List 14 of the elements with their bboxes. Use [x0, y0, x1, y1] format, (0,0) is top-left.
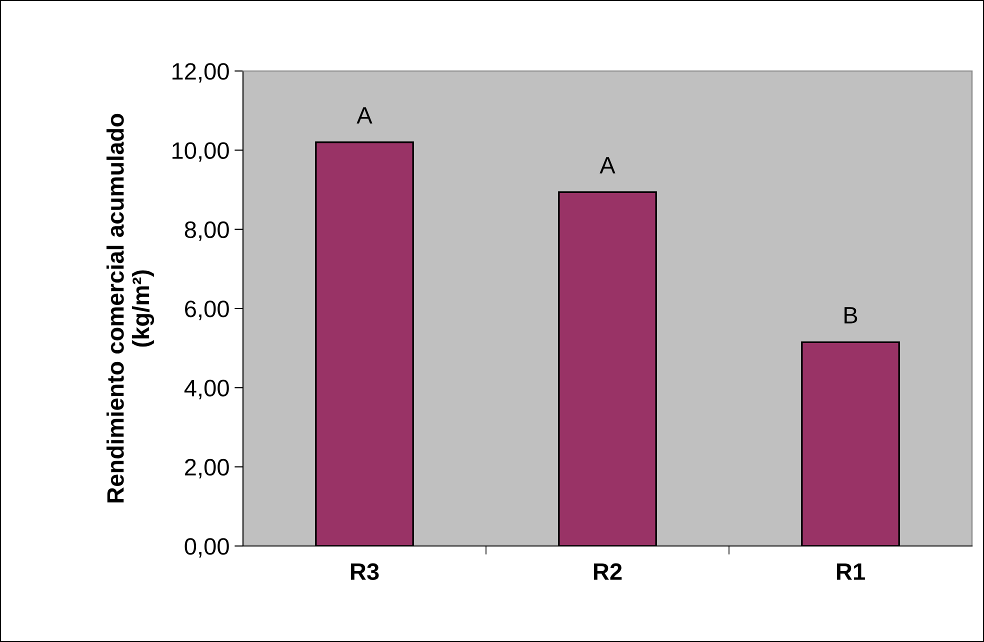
x-tick-label: R1 — [836, 564, 865, 580]
y-tick-label: 10,00 — [172, 142, 229, 162]
x-tick-label: R3 — [350, 563, 379, 580]
y-tick-label: 2,00 — [185, 458, 229, 478]
annotation: B — [844, 307, 858, 324]
y-axis-title: Rendimiento comercial acumulado (kg/m²) — [106, 114, 154, 502]
annotation: A — [600, 157, 616, 174]
y-tick-label: 4,00 — [184, 380, 229, 400]
y-tick-label: 12,00 — [172, 63, 229, 83]
y-tick-label: 6,00 — [185, 300, 229, 320]
x-tick-label: R2 — [594, 563, 622, 580]
y-tick-label: 0,00 — [184, 538, 229, 558]
annotation: A — [356, 107, 372, 124]
y-tick-label: 8,00 — [184, 221, 229, 241]
